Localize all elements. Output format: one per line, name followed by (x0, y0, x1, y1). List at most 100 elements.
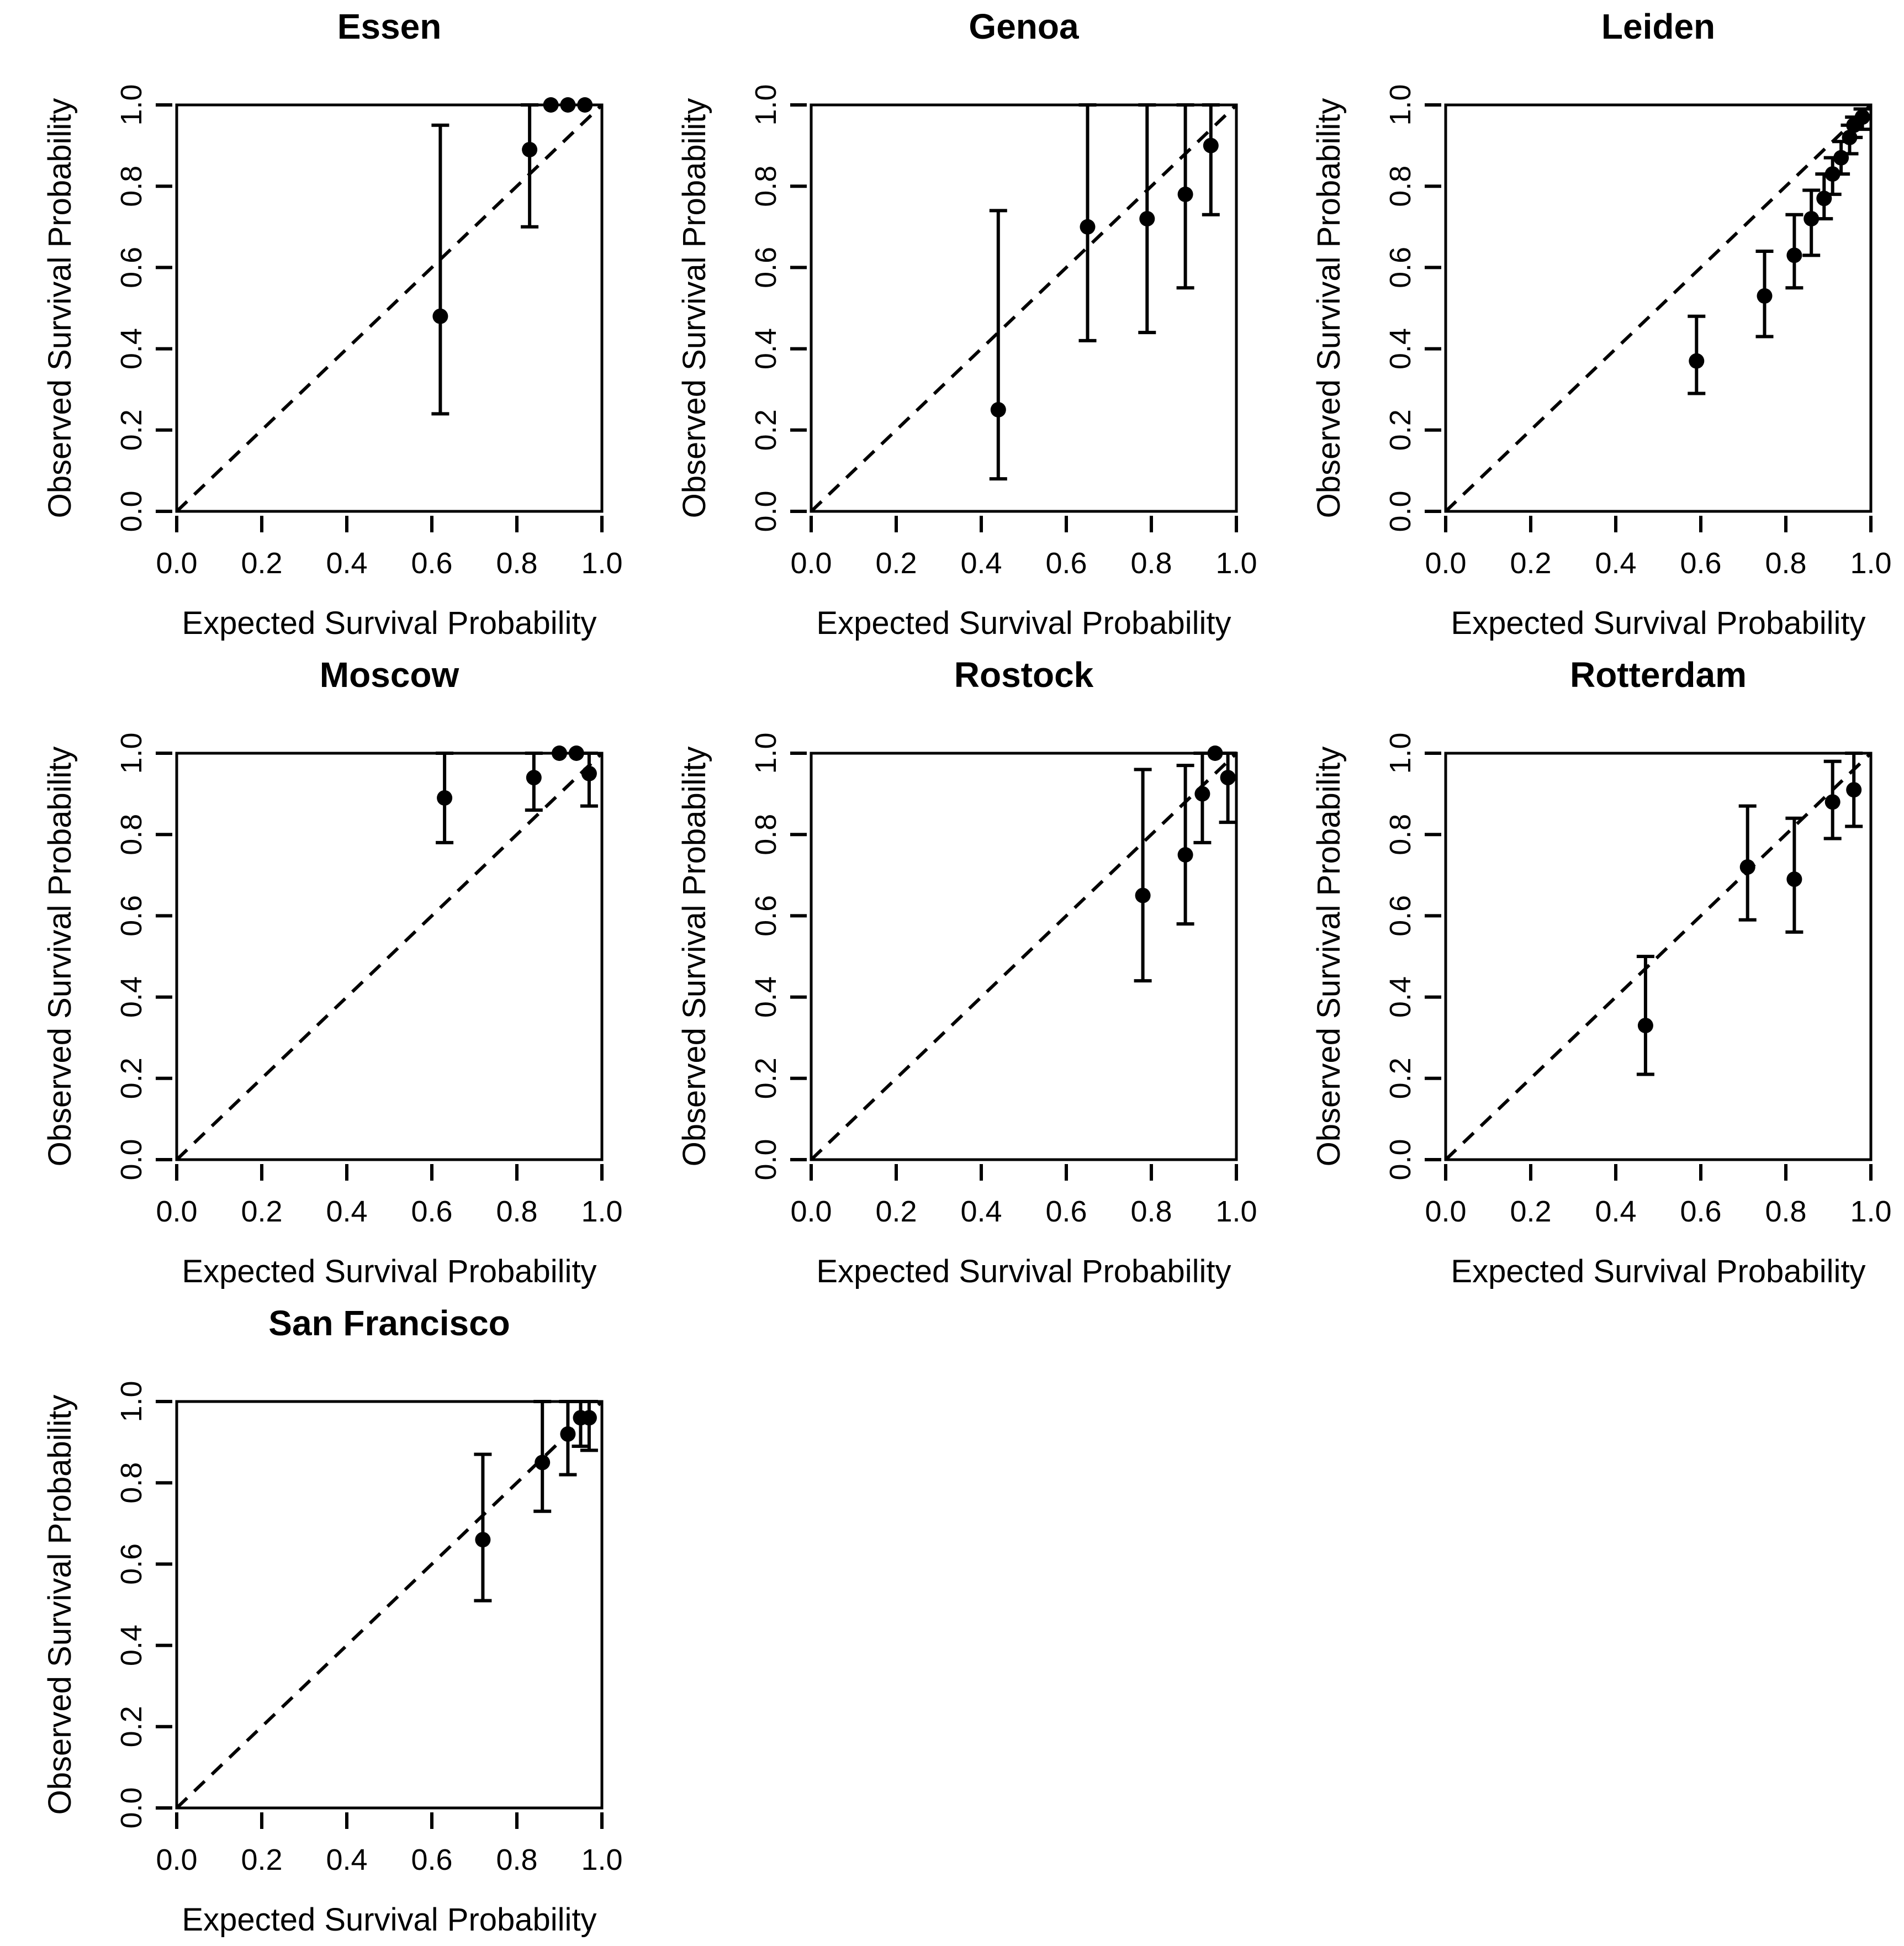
data-point (560, 1426, 576, 1442)
x-tick-label: 1.0 (581, 1843, 622, 1876)
y-tick-label: 0.0 (749, 1139, 782, 1180)
y-tick-label: 0.2 (115, 1706, 148, 1747)
panel-rotterdam: Rotterdam 0.0 0.0 0.2 0.2 0.4 0.4 0.6 0.6 0.8 0.8 1… (1269, 648, 1903, 1297)
data-point (560, 97, 576, 113)
y-tick-label: 0.2 (115, 1057, 148, 1099)
data-point (437, 790, 453, 806)
x-tick-label: 0.4 (960, 1195, 1002, 1228)
x-tick-label: 1.0 (1215, 1195, 1257, 1228)
x-tick-label: 0.4 (326, 547, 367, 580)
y-tick-label: 0.0 (115, 1787, 148, 1828)
x-tick-label: 0.2 (1510, 547, 1551, 580)
panel-svg: Essen 0.00.0 0.2 0.2 0.4 0.4 0.6 0.6 0.8 0.8 1.0 1.… (42, 7, 623, 641)
y-axis-label: Observed Survival Probability (42, 1395, 78, 1815)
data-point (1786, 247, 1802, 263)
data-point (1739, 859, 1755, 875)
y-tick-label: 0.0 (1384, 1139, 1417, 1180)
y-tick-label: 0.0 (749, 490, 782, 532)
y-tick-label: 0.2 (1384, 409, 1417, 451)
data-point (581, 1410, 597, 1426)
y-tick-label: 1.0 (1384, 84, 1417, 125)
x-tick-label: 0.0 (1425, 547, 1466, 580)
y-tick-label: 0.2 (749, 1057, 782, 1099)
y-tick-label: 0.4 (749, 976, 782, 1018)
data-point (568, 745, 584, 761)
y-tick-label: 0.8 (749, 166, 782, 207)
data-point (1203, 138, 1219, 154)
x-axis-label: Expected Survival Probability (182, 605, 596, 641)
y-tick-label: 0.2 (1384, 1057, 1417, 1099)
x-tick-label: 0.8 (496, 1195, 537, 1228)
error-bar (431, 123, 449, 416)
data-point (1139, 211, 1155, 227)
identity-line (175, 752, 604, 1161)
panel-svg: Rostock 0.00.0 0.2 0.2 0.4 0.4 0.6 0.6 0.8 0.8 1.0… (676, 655, 1257, 1289)
x-tick-label: 0.2 (875, 1195, 917, 1228)
error-bar (521, 103, 539, 229)
x-tick-label: 0.2 (241, 547, 282, 580)
x-tick-label: 0.2 (1510, 1195, 1551, 1228)
x-tick-label: 0.4 (1595, 547, 1636, 580)
panel-title: Rotterdam (1570, 655, 1747, 695)
x-tick-label: 1.0 (581, 547, 622, 580)
x-axis-label: Expected Survival Probability (1451, 605, 1865, 641)
x-tick-label: 0.0 (1425, 1195, 1466, 1228)
panel-svg: Leiden 0.00.0 0.2 0.2 0.4 0.4 0.6 0.6 0.8 0.8 1.0 1… (1311, 7, 1892, 641)
panel-svg: San Francisco 0.00.0 0.2 0.2 0.4 0.4 0.6 0.6 0.8… (42, 1303, 623, 1938)
y-tick-label: 0.4 (115, 328, 148, 369)
error-bar (1219, 752, 1237, 824)
data-point (1135, 887, 1151, 903)
y-tick-label: 0.6 (749, 895, 782, 937)
identity-line (1444, 103, 1873, 513)
plot-box (810, 103, 1238, 513)
y-axis-label: Observed Survival Probability (1311, 747, 1347, 1167)
error-bar (580, 1400, 598, 1452)
data-point (1080, 219, 1096, 235)
plot-box (175, 103, 604, 513)
data-point (1220, 770, 1236, 786)
y-axis-label: Observed Survival Probability (676, 747, 712, 1167)
data-point (990, 402, 1006, 417)
panel-genoa: Genoa 0.0 0.0 0.2 0.2 0.4 0.4 0.6 0.6 0.8 0.8 1.0 1.… (634, 0, 1269, 648)
panel-moscow: Moscow 0.0 0.0 0.2 0.2 0.4 0.4 0.6 0.6 0.8 0.8 1.0 1… (0, 648, 634, 1297)
y-tick-label: 0.0 (115, 490, 148, 532)
x-tick-label: 0.4 (326, 1843, 367, 1876)
y-tick-label: 0.8 (1384, 166, 1417, 207)
x-tick-label: 0.2 (241, 1195, 282, 1228)
x-axis-label: Expected Survival Probability (816, 605, 1231, 641)
y-axis-label: Observed Survival Probability (42, 747, 78, 1167)
x-tick-label: 0.2 (875, 547, 917, 580)
data-point (1824, 794, 1840, 810)
panel-svg: Genoa 0.00.0 0.2 0.2 0.4 0.4 0.6 0.6 0.8 0.8 1.0 1.… (676, 7, 1257, 641)
data-point (1846, 782, 1862, 798)
data-point (552, 745, 567, 761)
error-bar (1176, 764, 1194, 926)
x-tick-label: 1.0 (581, 1195, 622, 1228)
y-tick-label: 0.4 (749, 328, 782, 369)
error-bar (1636, 955, 1654, 1076)
x-tick-label: 0.6 (1045, 1195, 1087, 1228)
y-axis-label: Observed Survival Probability (1311, 98, 1347, 519)
panel-leiden: Leiden 0.0 0.0 0.2 0.2 0.4 0.4 0.6 0.6 0.8 0.8 1.0 1… (1269, 0, 1903, 648)
y-tick-label: 0.4 (1384, 328, 1417, 369)
plot-box (810, 752, 1238, 1161)
panel-essen: Essen 0.0 0.0 0.2 0.2 0.4 0.4 0.6 0.6 0.8 0.8 1.0 1.… (0, 0, 634, 648)
x-tick-label: 0.6 (1680, 547, 1721, 580)
data-point (432, 308, 448, 324)
y-tick-label: 1.0 (749, 732, 782, 774)
y-tick-label: 1.0 (115, 732, 148, 774)
y-tick-label: 0.0 (1384, 490, 1417, 532)
error-bar (474, 1452, 492, 1603)
data-point (577, 97, 593, 113)
x-tick-label: 0.6 (411, 1843, 452, 1876)
y-tick-label: 0.0 (115, 1139, 148, 1180)
x-tick-label: 0.6 (1680, 1195, 1721, 1228)
data-point (1786, 871, 1802, 887)
x-tick-label: 0.8 (1765, 547, 1806, 580)
panel-rostock: Rostock 0.0 0.0 0.2 0.2 0.4 0.4 0.6 0.6 0.8 0.8 1.0… (634, 648, 1269, 1297)
x-axis-label: Expected Survival Probability (1451, 1254, 1865, 1289)
y-tick-label: 1.0 (115, 1381, 148, 1422)
data-point (1177, 847, 1193, 863)
error-bar (1202, 103, 1220, 216)
